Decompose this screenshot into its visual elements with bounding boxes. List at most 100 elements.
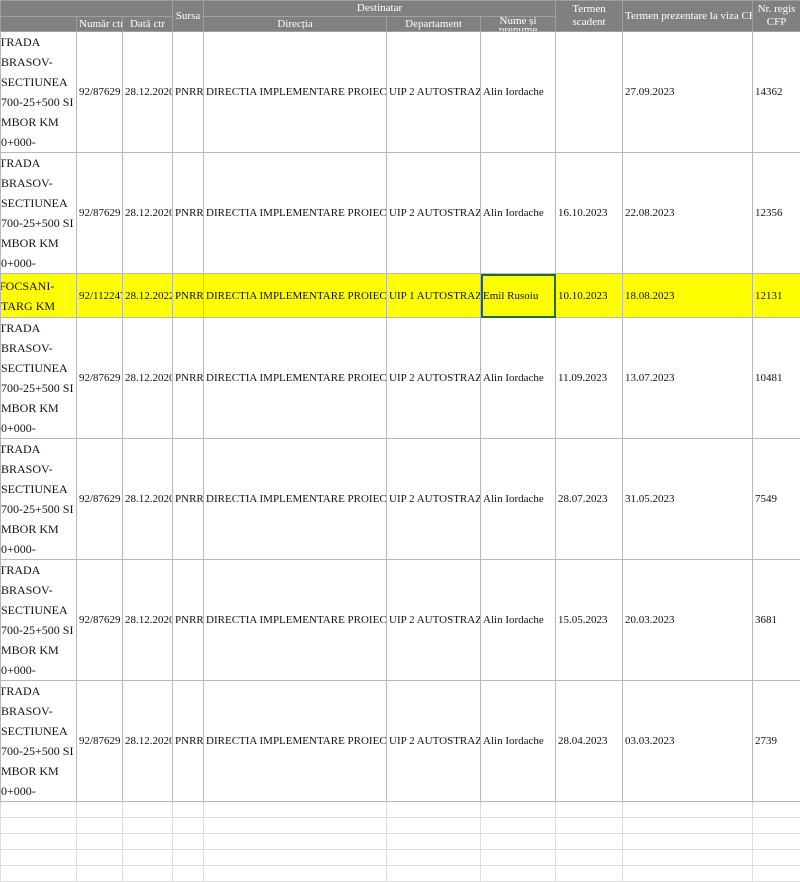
cell-prezentare[interactable]: 20.03.2023 bbox=[623, 560, 753, 681]
empty-cell[interactable] bbox=[1, 850, 77, 866]
cell-directia[interactable]: DIRECTIA IMPLEMENTARE PROIECTE bbox=[204, 32, 387, 153]
empty-cell[interactable] bbox=[387, 834, 481, 850]
cell-data[interactable]: 28.12.2020 bbox=[123, 153, 173, 274]
empty-cell[interactable] bbox=[1, 866, 77, 882]
cell-directia[interactable]: DIRECTIA IMPLEMENTARE PROIECTE bbox=[204, 681, 387, 802]
cell-prezentare[interactable]: 22.08.2023 bbox=[623, 153, 753, 274]
cell-nr[interactable]: 12131 bbox=[753, 274, 800, 318]
header-departament[interactable]: Departament bbox=[387, 17, 481, 32]
cell-nr[interactable]: 3681 bbox=[753, 560, 800, 681]
header-nr-registru[interactable]: Nr. regis CFP bbox=[753, 1, 800, 32]
empty-cell[interactable] bbox=[123, 866, 173, 882]
cell-data[interactable]: 28.12.2020 bbox=[123, 318, 173, 439]
empty-cell[interactable] bbox=[204, 850, 387, 866]
cell-data[interactable]: 28.12.2020 bbox=[123, 32, 173, 153]
cell-data[interactable]: 28.12.2022 bbox=[123, 274, 173, 318]
empty-cell[interactable] bbox=[387, 866, 481, 882]
cell-obiect[interactable]: TRADA BRASOV- SECTIUNEA 700-25+500 SI MB… bbox=[1, 153, 77, 274]
empty-cell[interactable] bbox=[123, 818, 173, 834]
cell-scadent[interactable] bbox=[556, 32, 623, 153]
cell-nr[interactable]: 14362 bbox=[753, 32, 800, 153]
empty-cell[interactable] bbox=[204, 818, 387, 834]
empty-cell[interactable] bbox=[753, 866, 800, 882]
cell-numar[interactable]: 92/87629 bbox=[77, 318, 123, 439]
empty-cell[interactable] bbox=[623, 802, 753, 818]
header-nume[interactable]: Nume și prenume bbox=[481, 17, 556, 32]
empty-cell[interactable] bbox=[387, 802, 481, 818]
cell-sursa[interactable]: PNRR bbox=[173, 318, 204, 439]
header-obiect[interactable] bbox=[1, 17, 77, 32]
header-termen-prezentare[interactable]: Termen prezentare la viza CFP bbox=[623, 1, 753, 32]
empty-cell[interactable] bbox=[77, 834, 123, 850]
empty-cell[interactable] bbox=[623, 850, 753, 866]
empty-cell[interactable] bbox=[123, 834, 173, 850]
cell-directia[interactable]: DIRECTIA IMPLEMENTARE PROIECTE bbox=[204, 318, 387, 439]
empty-cell[interactable] bbox=[77, 818, 123, 834]
cell-sursa[interactable]: PNRR bbox=[173, 153, 204, 274]
header-data-ctr[interactable]: Dată ctr bbox=[123, 17, 173, 32]
cell-nume[interactable]: Alin Iordache bbox=[481, 681, 556, 802]
empty-cell[interactable] bbox=[123, 850, 173, 866]
empty-cell[interactable] bbox=[481, 850, 556, 866]
header-termen-scadent[interactable]: Termen scadent bbox=[556, 1, 623, 32]
cell-obiect[interactable]: TRADA BRASOV- SECTIUNEA 700-25+500 SI MB… bbox=[1, 439, 77, 560]
cell-nr[interactable]: 2739 bbox=[753, 681, 800, 802]
cell-scadent[interactable]: 28.04.2023 bbox=[556, 681, 623, 802]
empty-cell[interactable] bbox=[556, 818, 623, 834]
cell-nume[interactable]: Alin Iordache bbox=[481, 153, 556, 274]
cell-scadent[interactable]: 15.05.2023 bbox=[556, 560, 623, 681]
empty-cell[interactable] bbox=[481, 818, 556, 834]
cell-scadent[interactable]: 28.07.2023 bbox=[556, 439, 623, 560]
empty-cell[interactable] bbox=[173, 802, 204, 818]
cell-sursa[interactable]: PNRR bbox=[173, 32, 204, 153]
cell-departament[interactable]: UIP 2 AUTOSTRAZI bbox=[387, 560, 481, 681]
cell-departament[interactable]: UIP 2 AUTOSTRAZI bbox=[387, 681, 481, 802]
cell-nr[interactable]: 10481 bbox=[753, 318, 800, 439]
empty-cell[interactable] bbox=[753, 834, 800, 850]
cell-data[interactable]: 28.12.2020 bbox=[123, 560, 173, 681]
cell-nr[interactable]: 12356 bbox=[753, 153, 800, 274]
empty-cell[interactable] bbox=[753, 802, 800, 818]
empty-cell[interactable] bbox=[204, 834, 387, 850]
cell-directia[interactable]: DIRECTIA IMPLEMENTARE PROIECTE bbox=[204, 274, 387, 318]
cell-nume[interactable]: Alin Iordache bbox=[481, 439, 556, 560]
cell-scadent[interactable]: 10.10.2023 bbox=[556, 274, 623, 318]
empty-cell[interactable] bbox=[623, 834, 753, 850]
cell-prezentare[interactable]: 18.08.2023 bbox=[623, 274, 753, 318]
cell-prezentare[interactable]: 31.05.2023 bbox=[623, 439, 753, 560]
cell-scadent[interactable]: 11.09.2023 bbox=[556, 318, 623, 439]
empty-cell[interactable] bbox=[556, 850, 623, 866]
empty-cell[interactable] bbox=[204, 866, 387, 882]
cell-numar[interactable]: 92/87629 bbox=[77, 439, 123, 560]
empty-cell[interactable] bbox=[753, 850, 800, 866]
empty-cell[interactable] bbox=[387, 818, 481, 834]
empty-cell[interactable] bbox=[556, 834, 623, 850]
header-sursa[interactable]: Sursa bbox=[173, 1, 204, 32]
cell-nr[interactable]: 7549 bbox=[753, 439, 800, 560]
cell-numar[interactable]: 92/112247 bbox=[77, 274, 123, 318]
empty-cell[interactable] bbox=[481, 834, 556, 850]
cell-prezentare[interactable]: 03.03.2023 bbox=[623, 681, 753, 802]
cell-sursa[interactable]: PNRR bbox=[173, 439, 204, 560]
empty-cell[interactable] bbox=[123, 802, 173, 818]
empty-cell[interactable] bbox=[481, 866, 556, 882]
empty-cell[interactable] bbox=[1, 802, 77, 818]
cell-data[interactable]: 28.12.2020 bbox=[123, 681, 173, 802]
empty-cell[interactable] bbox=[623, 818, 753, 834]
cell-departament[interactable]: UIP 2 AUTOSTRAZI bbox=[387, 318, 481, 439]
cell-obiect[interactable]: FOCSANI- TARG KM bbox=[1, 274, 77, 318]
empty-cell[interactable] bbox=[173, 850, 204, 866]
header-blank[interactable] bbox=[1, 1, 173, 17]
empty-cell[interactable] bbox=[556, 866, 623, 882]
cell-obiect[interactable]: TRADA BRASOV- SECTIUNEA 700-25+500 SI MB… bbox=[1, 560, 77, 681]
cell-nume[interactable]: Alin Iordache bbox=[481, 318, 556, 439]
empty-cell[interactable] bbox=[77, 866, 123, 882]
cell-prezentare[interactable]: 13.07.2023 bbox=[623, 318, 753, 439]
cell-directia[interactable]: DIRECTIA IMPLEMENTARE PROIECTE bbox=[204, 560, 387, 681]
cell-numar[interactable]: 92/87629 bbox=[77, 560, 123, 681]
empty-cell[interactable] bbox=[173, 866, 204, 882]
empty-cell[interactable] bbox=[173, 834, 204, 850]
cell-directia[interactable]: DIRECTIA IMPLEMENTARE PROIECTE bbox=[204, 153, 387, 274]
cell-numar[interactable]: 92/87629 bbox=[77, 153, 123, 274]
header-directia[interactable]: Direcția bbox=[204, 17, 387, 32]
